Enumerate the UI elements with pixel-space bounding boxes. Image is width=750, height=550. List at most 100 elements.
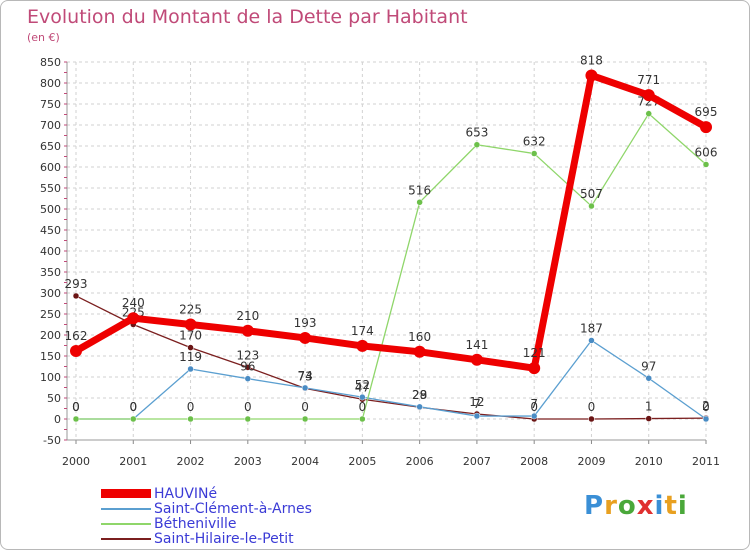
legend-label: Saint-Hilaire-le-Petit <box>154 530 294 547</box>
data-point <box>528 362 541 375</box>
x-tick-label: 2001 <box>119 455 147 468</box>
logo-letter: i <box>654 491 665 521</box>
x-tick-label: 2011 <box>692 455 720 468</box>
x-tick-label: 2003 <box>234 455 262 468</box>
data-point <box>588 337 595 344</box>
data-point <box>702 161 710 168</box>
data-label: 187 <box>580 321 603 335</box>
y-tick-label: 250 <box>40 308 61 321</box>
data-point <box>645 375 652 382</box>
y-tick-label: 200 <box>40 329 61 342</box>
data-point <box>585 69 598 82</box>
data-point <box>241 324 254 337</box>
data-point <box>645 415 652 422</box>
data-label: 240 <box>122 296 145 310</box>
data-label: 0 <box>702 400 710 414</box>
x-tick-label: 2009 <box>577 455 605 468</box>
data-label: 0 <box>187 400 195 414</box>
data-point <box>244 415 252 423</box>
legend-item: HAUVINé <box>101 485 312 502</box>
data-label: 0 <box>129 400 137 414</box>
data-point <box>588 415 595 423</box>
y-tick-label: 450 <box>40 224 61 237</box>
data-point <box>588 202 595 210</box>
logo-letter: o <box>617 491 637 521</box>
data-label: 0 <box>588 400 596 414</box>
series-line-Bétheniville <box>75 113 707 420</box>
data-point <box>473 141 481 148</box>
data-label: 507 <box>580 187 603 201</box>
data-point <box>187 344 194 351</box>
logo-letter: r <box>604 491 618 521</box>
data-label: 0 <box>244 400 252 414</box>
data-point <box>530 412 538 420</box>
y-tick-label: 800 <box>40 77 61 90</box>
data-label: 293 <box>65 277 88 291</box>
y-tick-label: 700 <box>40 119 61 132</box>
data-point <box>244 364 252 371</box>
data-label: 0 <box>72 400 80 414</box>
chart-title: Evolution du Montant de la Dette par Hab… <box>27 6 468 28</box>
y-tick-label: 400 <box>40 245 61 258</box>
data-point <box>359 415 366 423</box>
data-label: 516 <box>408 183 431 197</box>
data-label: 653 <box>465 126 488 140</box>
data-point <box>244 375 252 382</box>
y-tick-label: 750 <box>40 98 61 111</box>
y-tick-label: 350 <box>40 266 61 279</box>
series-line-HAUVINé <box>72 71 710 372</box>
data-point <box>187 365 194 373</box>
data-label: 0 <box>301 400 309 414</box>
legend-item: Saint-Hilaire-le-Petit <box>101 530 312 547</box>
legend-swatch <box>101 537 151 540</box>
data-point <box>416 199 423 206</box>
data-point <box>127 312 140 325</box>
series-line-Saint-Hilaire-le-Petit <box>75 295 707 420</box>
logo-letter: t <box>664 491 678 521</box>
x-tick-label: 2004 <box>291 455 319 468</box>
data-point <box>359 393 366 401</box>
legend-swatch <box>101 489 151 498</box>
data-label: 29 <box>412 388 427 402</box>
y-tick-label: 500 <box>40 203 61 216</box>
data-label: 47 <box>355 380 370 394</box>
data-label: 170 <box>179 329 202 343</box>
logo-letter: x <box>636 491 655 521</box>
data-label: 0 <box>359 400 367 414</box>
data-label: 771 <box>637 73 660 87</box>
y-tick-label: 300 <box>40 287 61 300</box>
chart-unit: (en €) <box>27 31 60 44</box>
proxiti-logo: Proxiti <box>584 491 688 521</box>
legend-label: HAUVINé <box>154 485 218 502</box>
logo-letter: P <box>584 491 605 521</box>
chart-legend: HAUVINé Saint-Clément-à-Arnes Bétheniville… <box>101 485 312 547</box>
x-tick-label: 2005 <box>348 455 376 468</box>
data-point <box>473 412 481 420</box>
legend-label: Bétheniville <box>154 515 237 532</box>
data-point <box>416 403 423 411</box>
data-label: 28 <box>412 388 427 402</box>
data-label: 96 <box>240 360 255 374</box>
legend-item: Saint-Clément-à-Arnes <box>101 501 312 517</box>
y-tick-label: 850 <box>40 56 61 69</box>
data-label: 193 <box>294 316 317 330</box>
data-label: 210 <box>236 309 259 323</box>
data-point <box>301 384 309 392</box>
data-point <box>530 150 538 157</box>
data-point <box>645 110 652 117</box>
series-line-Saint-Clément-à-Arnes <box>75 339 707 420</box>
x-tick-label: 2008 <box>520 455 548 468</box>
data-label: 7 <box>473 397 481 411</box>
x-tick-label: 2006 <box>406 455 434 468</box>
data-point <box>70 344 82 357</box>
y-tick-label: -50 <box>43 434 61 447</box>
data-point <box>72 292 80 300</box>
data-point <box>702 415 710 423</box>
data-label: 606 <box>695 145 718 159</box>
y-tick-label: 100 <box>40 371 61 384</box>
data-label: 119 <box>179 350 202 364</box>
data-point <box>700 121 712 134</box>
data-point <box>299 331 312 344</box>
